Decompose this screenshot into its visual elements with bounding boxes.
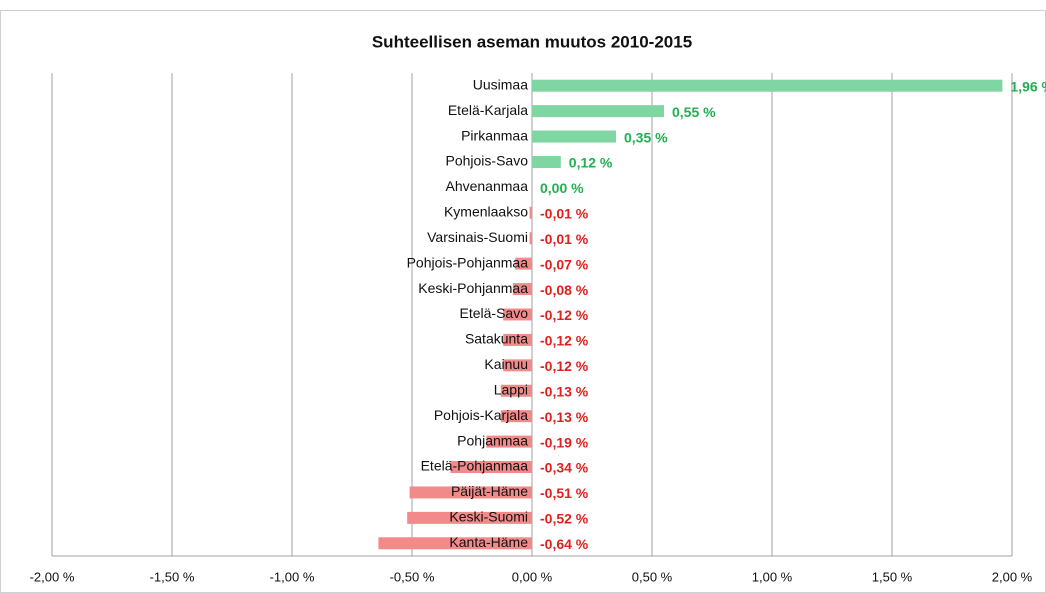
data-label: -0,64 % — [540, 536, 589, 552]
data-label: 0,00 % — [540, 180, 584, 196]
x-tick-label: -1,50 % — [150, 569, 195, 584]
category-label: Pirkanmaa — [461, 127, 528, 143]
x-tick-label: 0,00 % — [512, 569, 553, 584]
data-label: -0,19 % — [540, 434, 589, 450]
data-label: -0,08 % — [540, 282, 589, 298]
bar — [407, 511, 532, 524]
data-label: -0,12 % — [540, 307, 589, 323]
category-label: Etelä-Karjala — [448, 102, 528, 118]
data-label: -0,07 % — [540, 256, 589, 272]
x-tick-label: 1,50 % — [872, 569, 913, 584]
bar — [512, 283, 532, 296]
x-tick-label: 2,00 % — [992, 569, 1033, 584]
bar — [503, 359, 532, 372]
category-label: Päijät-Häme — [451, 483, 528, 499]
x-tick-label: -1,00 % — [270, 569, 315, 584]
category-label: Pohjanmaa — [457, 432, 528, 448]
category-label: Varsinais-Suomi — [427, 229, 528, 245]
category-label: Pohjois-Pohjanmaa — [407, 254, 529, 270]
category-label: Pohjois-Karjala — [434, 407, 528, 423]
data-label: 0,35 % — [624, 129, 668, 145]
category-label: Kymenlaakso — [444, 204, 528, 220]
category-label: Etelä-Savo — [460, 305, 529, 321]
bar — [532, 155, 561, 168]
bar — [529, 232, 532, 245]
category-label: Lappi — [494, 381, 528, 397]
x-tick-label: 1,00 % — [752, 569, 793, 584]
bar — [378, 537, 532, 550]
category-label: Uusimaa — [473, 76, 528, 92]
chart-title: Suhteellisen aseman muutos 2010-2015 — [372, 32, 692, 51]
category-label: Etelä-Pohjanmaa — [421, 458, 529, 474]
x-tick-label: -2,00 % — [30, 569, 75, 584]
data-label: 1,96 % — [1010, 78, 1046, 94]
data-label: -0,01 % — [540, 231, 589, 247]
data-label: -0,01 % — [540, 206, 589, 222]
category-label: Keski-Pohjanmaa — [418, 280, 528, 296]
bar — [532, 79, 1003, 92]
x-tick-label: -0,50 % — [390, 569, 435, 584]
bar — [450, 461, 532, 474]
category-label: Ahvenanmaa — [445, 178, 528, 194]
data-label: -0,13 % — [540, 383, 589, 399]
bar — [500, 384, 532, 397]
bar — [515, 257, 532, 270]
bar — [503, 308, 532, 321]
category-label: Keski-Suomi — [449, 509, 528, 525]
data-label: -0,13 % — [540, 409, 589, 425]
bar — [532, 130, 616, 143]
data-label: -0,51 % — [540, 485, 589, 501]
bar — [486, 435, 532, 448]
category-label: Pohjois-Savo — [446, 153, 529, 169]
data-label: -0,52 % — [540, 511, 589, 527]
bar — [529, 206, 532, 219]
category-label: Kainuu — [484, 356, 528, 372]
category-label: Satakunta — [465, 331, 528, 347]
data-label: -0,34 % — [540, 460, 589, 476]
x-tick-label: 0,50 % — [632, 569, 673, 584]
category-label: Kanta-Häme — [449, 534, 528, 550]
bar — [503, 333, 532, 346]
bar — [409, 486, 532, 499]
data-label: -0,12 % — [540, 333, 589, 349]
chart-border — [0, 10, 1046, 593]
bar — [532, 105, 664, 118]
bar — [500, 410, 532, 423]
data-label: -0,12 % — [540, 358, 589, 374]
data-label: 0,12 % — [569, 155, 613, 171]
data-label: 0,55 % — [672, 104, 716, 120]
